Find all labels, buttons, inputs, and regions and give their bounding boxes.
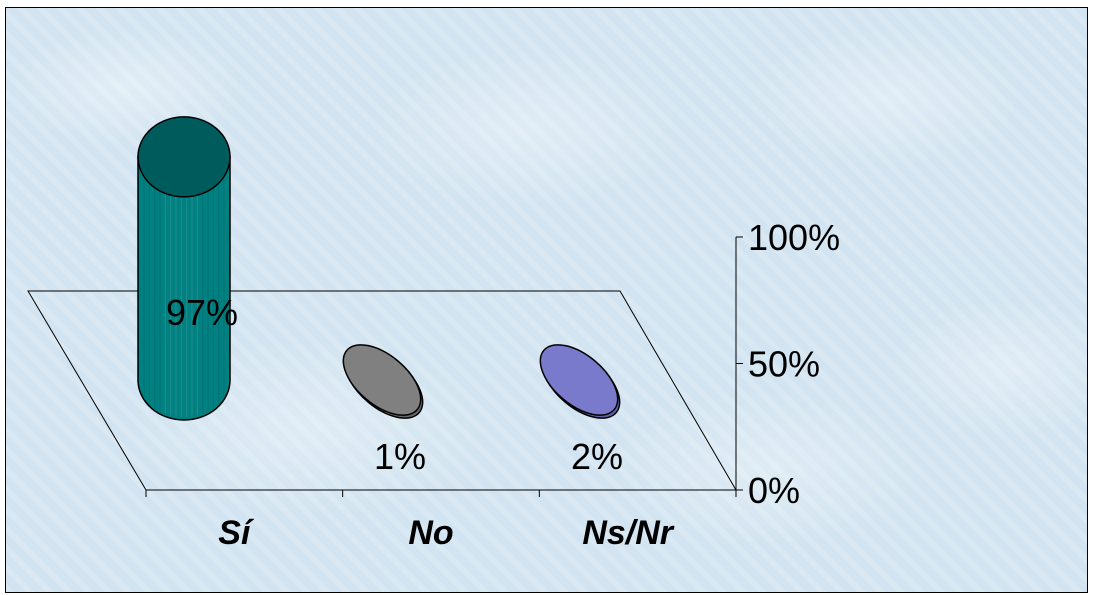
chart-svg: 0% 50% 100% 97% 1% 2% Sí No Ns/Nr: [27, 116, 840, 552]
value-axis: 0% 50% 100%: [735, 217, 840, 511]
bar-s-: [137, 116, 231, 421]
y-tick-label: 50%: [748, 344, 820, 385]
bar-top: [342, 344, 422, 416]
y-tick-label: 0%: [748, 470, 800, 511]
category-axis: Sí No Ns/Nr: [145, 489, 737, 552]
y-tick-label: 100%: [748, 217, 840, 258]
bar-no: [342, 344, 424, 419]
data-label-2: 1%: [374, 436, 426, 477]
bar-ns-nr: [539, 344, 621, 419]
bar-body: [137, 156, 231, 421]
category-label: No: [408, 514, 453, 552]
bar-top: [539, 344, 619, 416]
bars: [137, 116, 621, 421]
data-label-3: 2%: [571, 436, 623, 477]
category-label: Ns/Nr: [582, 514, 674, 552]
chart-area: 0% 50% 100% 97% 1% 2% Sí No Ns/Nr: [5, 7, 1088, 593]
data-labels: 97% 1% 2%: [166, 292, 623, 477]
category-label: Sí: [218, 514, 255, 552]
bar-top: [137, 116, 231, 198]
data-label-1: 97%: [166, 292, 238, 333]
